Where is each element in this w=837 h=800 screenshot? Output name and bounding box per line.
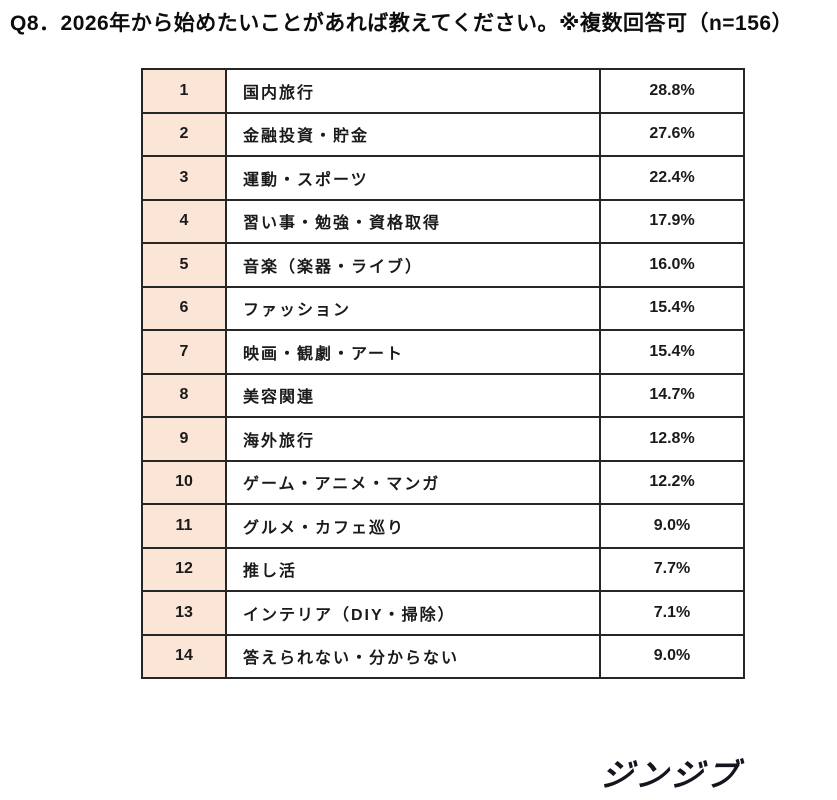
rank-cell: 2 — [141, 111, 227, 157]
rank-cell: 5 — [141, 242, 227, 288]
item-cell: 習い事・勉強・資格取得 — [225, 198, 601, 244]
item-cell: 映画・観劇・アート — [225, 329, 601, 375]
jinjib-logo: ジンジブ — [598, 757, 743, 793]
table-row: 11 グルメ・カフェ巡り 9.0% — [141, 503, 745, 549]
percent-cell: 17.9% — [599, 198, 745, 244]
rank-cell: 11 — [141, 503, 227, 549]
percent-cell: 9.0% — [599, 503, 745, 549]
table-row: 6 ファッション 15.4% — [141, 285, 745, 331]
rank-cell: 3 — [141, 155, 227, 201]
percent-cell: 22.4% — [599, 155, 745, 201]
rank-cell: 10 — [141, 459, 227, 505]
percent-cell: 16.0% — [599, 242, 745, 288]
table-row: 13 インテリア（DIY・掃除） 7.1% — [141, 590, 745, 636]
item-cell: 美容関連 — [225, 372, 601, 418]
rank-cell: 7 — [141, 329, 227, 375]
item-cell: 海外旅行 — [225, 416, 601, 462]
rank-cell: 14 — [141, 633, 227, 679]
item-cell: 答えられない・分からない — [225, 633, 601, 679]
percent-cell: 27.6% — [599, 111, 745, 157]
table-row: 3 運動・スポーツ 22.4% — [141, 155, 745, 201]
percent-cell: 12.8% — [599, 416, 745, 462]
table-row: 12 推し活 7.7% — [141, 546, 745, 592]
item-cell: 音楽（楽器・ライブ） — [225, 242, 601, 288]
percent-cell: 7.1% — [599, 590, 745, 636]
item-cell: 金融投資・貯金 — [225, 111, 601, 157]
table-row: 9 海外旅行 12.8% — [141, 416, 745, 462]
survey-results-table: 1 国内旅行 28.8% 2 金融投資・貯金 27.6% 3 運動・スポーツ 22.4% 4 習い事… — [141, 68, 745, 679]
percent-cell: 14.7% — [599, 372, 745, 418]
item-cell: 推し活 — [225, 546, 601, 592]
percent-cell: 7.7% — [599, 546, 745, 592]
item-cell: グルメ・カフェ巡り — [225, 503, 601, 549]
item-cell: インテリア（DIY・掃除） — [225, 590, 601, 636]
table-row: 7 映画・観劇・アート 15.4% — [141, 329, 745, 375]
item-cell: ファッション — [225, 285, 601, 331]
item-cell: ゲーム・アニメ・マンガ — [225, 459, 601, 505]
rank-cell: 6 — [141, 285, 227, 331]
page-title: Q8．2026年から始めたいことがあれば教えてください。※複数回答可（n=156… — [10, 12, 794, 35]
table-row: 5 音楽（楽器・ライブ） 16.0% — [141, 242, 745, 288]
item-cell: 国内旅行 — [225, 68, 601, 114]
rank-cell: 1 — [141, 68, 227, 114]
item-cell: 運動・スポーツ — [225, 155, 601, 201]
table-row: 14 答えられない・分からない 9.0% — [141, 633, 745, 679]
rank-cell: 9 — [141, 416, 227, 462]
survey-table-body: 1 国内旅行 28.8% 2 金融投資・貯金 27.6% 3 運動・スポーツ 22.4% 4 習い事… — [141, 68, 745, 679]
table-row: 8 美容関連 14.7% — [141, 372, 745, 418]
rank-cell: 13 — [141, 590, 227, 636]
rank-cell: 4 — [141, 198, 227, 244]
table-row: 4 習い事・勉強・資格取得 17.9% — [141, 198, 745, 244]
table-row: 1 国内旅行 28.8% — [141, 68, 745, 114]
percent-cell: 12.2% — [599, 459, 745, 505]
percent-cell: 15.4% — [599, 285, 745, 331]
table-row: 10 ゲーム・アニメ・マンガ 12.2% — [141, 459, 745, 505]
rank-cell: 12 — [141, 546, 227, 592]
table-row: 2 金融投資・貯金 27.6% — [141, 111, 745, 157]
percent-cell: 9.0% — [599, 633, 745, 679]
percent-cell: 28.8% — [599, 68, 745, 114]
rank-cell: 8 — [141, 372, 227, 418]
percent-cell: 15.4% — [599, 329, 745, 375]
